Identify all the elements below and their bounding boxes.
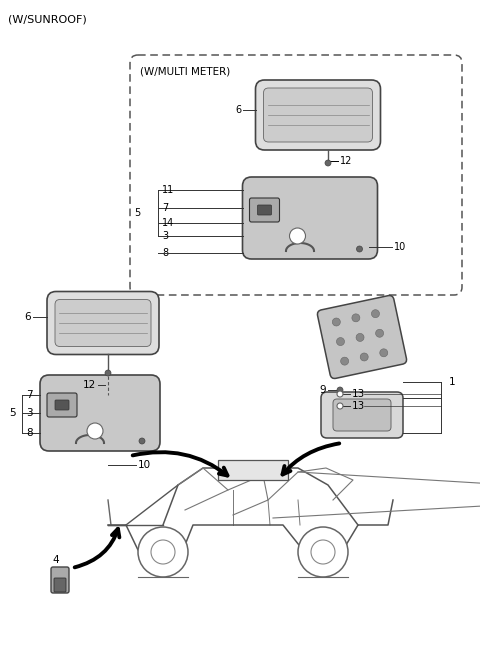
Circle shape bbox=[292, 231, 302, 241]
Text: 13: 13 bbox=[352, 389, 365, 399]
Circle shape bbox=[298, 527, 348, 577]
Circle shape bbox=[352, 314, 360, 322]
Circle shape bbox=[311, 540, 335, 564]
FancyBboxPatch shape bbox=[55, 300, 151, 346]
Text: 7: 7 bbox=[26, 390, 33, 400]
Text: 3: 3 bbox=[26, 408, 33, 418]
Circle shape bbox=[336, 338, 345, 346]
FancyBboxPatch shape bbox=[51, 567, 69, 593]
Text: 12: 12 bbox=[340, 156, 352, 166]
Text: 3: 3 bbox=[162, 231, 168, 241]
FancyBboxPatch shape bbox=[55, 400, 69, 410]
Text: 9: 9 bbox=[319, 385, 326, 395]
Text: 5: 5 bbox=[134, 208, 140, 218]
Text: 13: 13 bbox=[352, 401, 365, 411]
Text: 5: 5 bbox=[10, 408, 16, 418]
Circle shape bbox=[337, 403, 343, 409]
Text: 8: 8 bbox=[162, 248, 168, 258]
Circle shape bbox=[325, 160, 331, 166]
Circle shape bbox=[341, 357, 348, 365]
Circle shape bbox=[90, 426, 100, 436]
FancyBboxPatch shape bbox=[130, 55, 462, 295]
FancyBboxPatch shape bbox=[250, 198, 279, 222]
FancyBboxPatch shape bbox=[257, 205, 272, 215]
Circle shape bbox=[357, 246, 362, 252]
Circle shape bbox=[87, 423, 103, 439]
Text: 14: 14 bbox=[162, 218, 174, 228]
Circle shape bbox=[337, 391, 343, 397]
Circle shape bbox=[356, 333, 364, 341]
Text: 10: 10 bbox=[394, 242, 406, 252]
Text: 8: 8 bbox=[26, 428, 33, 438]
Circle shape bbox=[138, 527, 188, 577]
Text: 6: 6 bbox=[24, 312, 31, 322]
Circle shape bbox=[289, 228, 305, 244]
Circle shape bbox=[376, 329, 384, 337]
Circle shape bbox=[151, 540, 175, 564]
FancyBboxPatch shape bbox=[47, 291, 159, 354]
Text: 6: 6 bbox=[235, 105, 241, 115]
FancyBboxPatch shape bbox=[242, 177, 377, 259]
Circle shape bbox=[337, 387, 343, 393]
Circle shape bbox=[105, 370, 111, 376]
Text: 1: 1 bbox=[449, 377, 456, 387]
Circle shape bbox=[372, 310, 380, 318]
Text: 7: 7 bbox=[162, 203, 168, 213]
Text: (W/MULTI METER): (W/MULTI METER) bbox=[140, 67, 230, 77]
Text: 11: 11 bbox=[162, 185, 174, 195]
Text: 4: 4 bbox=[53, 555, 60, 565]
Circle shape bbox=[380, 349, 388, 357]
Text: (W/SUNROOF): (W/SUNROOF) bbox=[8, 14, 87, 24]
Text: 10: 10 bbox=[138, 460, 151, 470]
Circle shape bbox=[139, 438, 145, 444]
Circle shape bbox=[360, 353, 368, 361]
Bar bbox=[218, 460, 288, 480]
FancyBboxPatch shape bbox=[264, 88, 372, 142]
FancyBboxPatch shape bbox=[333, 399, 391, 431]
FancyBboxPatch shape bbox=[47, 393, 77, 417]
Text: 12: 12 bbox=[83, 380, 96, 390]
FancyBboxPatch shape bbox=[317, 295, 407, 379]
FancyBboxPatch shape bbox=[255, 80, 381, 150]
FancyBboxPatch shape bbox=[54, 578, 66, 592]
FancyBboxPatch shape bbox=[321, 392, 403, 438]
FancyBboxPatch shape bbox=[40, 375, 160, 451]
Circle shape bbox=[332, 318, 340, 326]
